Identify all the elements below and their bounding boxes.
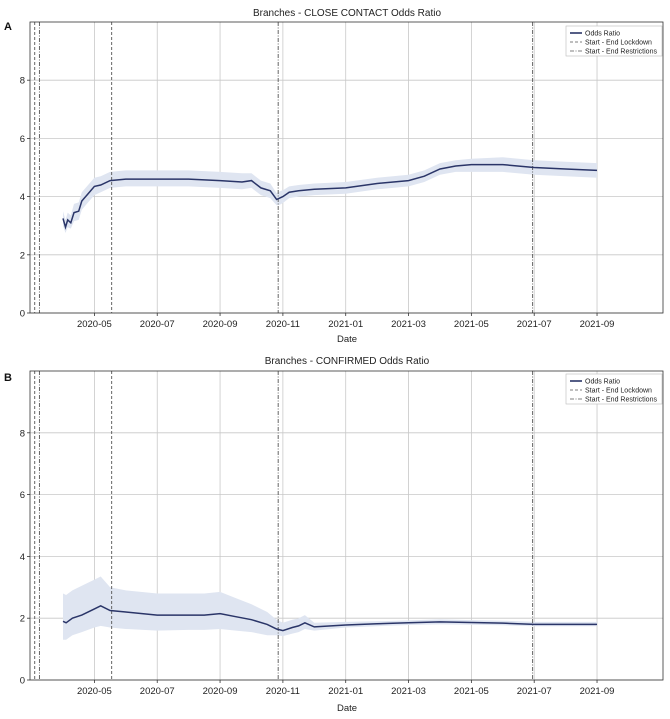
- panel-b-x-axis-label: Date: [337, 703, 357, 714]
- x-tick-label: 2020-11: [266, 686, 300, 697]
- x-tick-label: 2021-01: [328, 319, 363, 330]
- confidence-band: [63, 576, 597, 640]
- x-tick-label: 2020-07: [140, 686, 175, 697]
- y-tick-label: 8: [20, 428, 25, 439]
- panel-b-letter: B: [4, 372, 12, 384]
- confidence-band: [63, 157, 597, 233]
- panel-a-title: Branches - CLOSE CONTACT Odds Ratio: [253, 8, 441, 19]
- legend-lockdown-label: Start - End Lockdown: [585, 388, 652, 395]
- x-tick-label: 2021-03: [391, 686, 426, 697]
- x-tick-label: 2020-05: [77, 319, 112, 330]
- legend-odds-ratio-label: Odds Ratio: [585, 379, 620, 386]
- legend-restrictions-label: Start - End Restrictions: [585, 49, 657, 56]
- legend-odds-ratio-label: Odds Ratio: [585, 31, 620, 38]
- x-tick-label: 2021-03: [391, 319, 426, 330]
- axes-frame: [29, 21, 664, 314]
- panel-b-plot-area: 0 2 4 6 8 2020-05 2020-07 2020-09 2020-11 2021-01…: [20, 370, 664, 697]
- x-tick-label: 2021-07: [517, 319, 552, 330]
- x-tick-label: 2020-11: [266, 319, 300, 330]
- x-tick-label: 2020-09: [203, 319, 238, 330]
- panel-a: A Branches - CLOSE CONTACT Odds Ratio 0 2…: [4, 8, 664, 345]
- x-tick-label: 2021-01: [328, 686, 363, 697]
- panel-a-legend: Odds Ratio Start - End Lockdown Start - …: [565, 25, 663, 57]
- axes-frame: [29, 370, 664, 681]
- y-tick-label: 2: [20, 614, 25, 625]
- y-tick-label: 2: [20, 250, 25, 261]
- x-tick-label: 2020-09: [203, 686, 238, 697]
- x-tick-label: 2020-07: [140, 319, 175, 330]
- x-tick-label: 2021-05: [454, 319, 489, 330]
- x-tick-label: 2021-09: [580, 686, 615, 697]
- y-tick-label: 4: [20, 552, 25, 563]
- x-tick-label: 2020-05: [77, 686, 112, 697]
- panel-a-plot-area: 0 2 4 6 8 2020-05 2020-07 2020-09 2020-11 2021-01…: [20, 21, 664, 330]
- panel-b-legend: Odds Ratio Start - End Lockdown Start - …: [565, 373, 663, 405]
- y-tick-label: 6: [20, 490, 25, 501]
- panel-a-letter: A: [4, 21, 12, 33]
- y-tick-label: 0: [20, 309, 25, 320]
- y-tick-label: 8: [20, 76, 25, 87]
- x-tick-label: 2021-07: [517, 686, 552, 697]
- panel-b-title: Branches - CONFIRMED Odds Ratio: [265, 356, 430, 367]
- panel-b: B Branches - CONFIRMED Odds Ratio 0 2 4 6 8 2…: [4, 356, 664, 714]
- legend-lockdown-label: Start - End Lockdown: [585, 40, 652, 47]
- y-tick-label: 6: [20, 134, 25, 145]
- x-tick-label: 2021-05: [454, 686, 489, 697]
- legend-restrictions-label: Start - End Restrictions: [585, 397, 657, 404]
- odds-ratio-line: [62, 163, 598, 230]
- panel-a-x-axis-label: Date: [337, 334, 357, 345]
- y-tick-label: 0: [20, 676, 25, 687]
- x-tick-label: 2021-09: [580, 319, 615, 330]
- y-tick-label: 4: [20, 192, 25, 203]
- odds-ratio-line: [62, 604, 597, 632]
